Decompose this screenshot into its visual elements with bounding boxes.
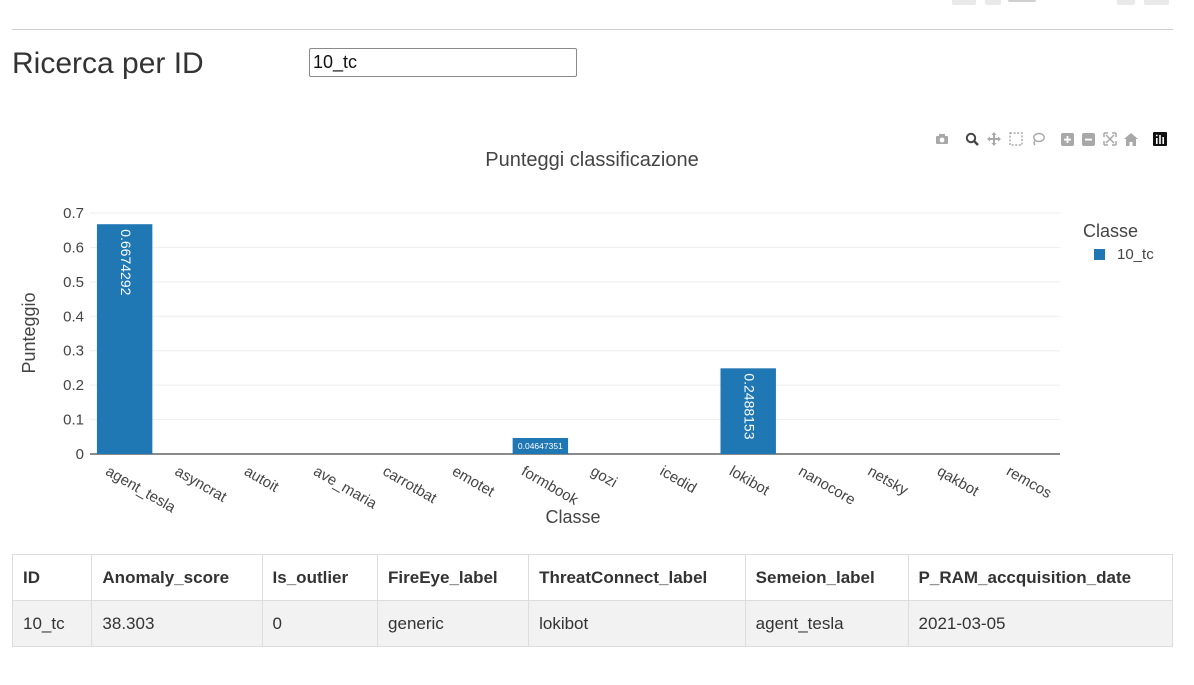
- nav-item[interactable]: [1117, 0, 1135, 5]
- column-header: ID: [11, 554, 93, 601]
- table-cell: lokibot: [528, 600, 746, 647]
- header-divider: [12, 29, 1173, 30]
- reset-axes-icon[interactable]: [1123, 131, 1139, 147]
- data-label: 0.2488153: [742, 373, 758, 439]
- search-id-input[interactable]: [309, 48, 577, 77]
- x-tick-label: gozi: [588, 463, 620, 491]
- legend-title: Classe: [1083, 221, 1138, 241]
- y-tick-label: 0.7: [63, 205, 84, 222]
- y-tick-label: 0: [76, 446, 84, 463]
- nav-item[interactable]: [952, 0, 976, 5]
- table-cell: 10_tc: [11, 600, 93, 647]
- x-tick-label: nanocore: [796, 463, 859, 509]
- page-title: Ricerca per ID: [12, 47, 204, 80]
- y-tick-label: 0.1: [63, 412, 84, 429]
- table-cell: 38.303: [91, 600, 263, 647]
- results-table: ID Anomaly_score Is_outlier FireEye_label Th…: [11, 554, 1174, 647]
- column-header: ThreatConnect_label: [528, 554, 746, 601]
- x-tick-label: ave_maria: [311, 463, 381, 513]
- nav-item[interactable]: [985, 0, 1001, 5]
- bar-lokibot: [720, 368, 776, 454]
- bar-chart: 0 0.1 0.2 0.3 0.4 0.5 0.6 0.7 0.6674292 agent_tes…: [19, 149, 1154, 527]
- x-tick-label: remcos: [1003, 463, 1054, 502]
- y-tick-label: 0.6: [63, 239, 84, 256]
- column-header: Semeion_label: [744, 554, 909, 601]
- autoscale-icon[interactable]: [1102, 131, 1118, 147]
- y-tick-label: 0.2: [63, 377, 84, 394]
- chart-title: Punteggi classificazione: [485, 149, 698, 171]
- column-header: Is_outlier: [261, 554, 379, 601]
- plotly-logo-icon[interactable]: [1152, 131, 1168, 147]
- x-tick-label: autoit: [241, 463, 282, 496]
- bar-formbook: [512, 437, 569, 454]
- x-tick-label: asyncrat: [172, 463, 230, 506]
- x-tick-label: icedid: [657, 463, 699, 497]
- table-cell: generic: [377, 600, 530, 647]
- legend-swatch: [1094, 249, 1105, 260]
- y-axis-title: Punteggio: [19, 292, 39, 373]
- y-tick-label: 0.5: [63, 274, 84, 291]
- top-navbar-remnant: [0, 0, 1194, 8]
- bar-agent_tesla: [96, 224, 153, 454]
- y-tick-label: 0.4: [63, 308, 84, 325]
- table-cell: 2021-03-05: [907, 600, 1174, 647]
- x-axis-title: Classe: [545, 507, 600, 527]
- lasso-icon[interactable]: [1030, 131, 1046, 147]
- data-label: 0.04647351: [518, 441, 563, 451]
- pan-icon[interactable]: [986, 131, 1002, 147]
- x-tick-label: formbook: [518, 463, 581, 509]
- y-tick-label: 0.3: [63, 343, 84, 360]
- x-tick-label: agent_tesla: [103, 463, 179, 517]
- x-tick-label: qakbot: [934, 463, 982, 501]
- data-label: 0.6674292: [118, 229, 134, 295]
- column-header: FireEye_label: [377, 554, 530, 601]
- table-header-row: ID Anomaly_score Is_outlier FireEye_label Th…: [11, 554, 1174, 601]
- nav-item[interactable]: [1008, 0, 1036, 2]
- box-select-icon[interactable]: [1008, 131, 1024, 147]
- table-cell: agent_tesla: [744, 600, 909, 647]
- table-row: 10_tc 38.303 0 generic lokibot agent_tesla 202…: [11, 600, 1174, 647]
- column-header: Anomaly_score: [91, 554, 263, 601]
- zoom-icon[interactable]: [964, 131, 980, 147]
- x-tick-label: netsky: [865, 463, 911, 500]
- camera-icon[interactable]: [934, 131, 950, 147]
- zoom-out-icon[interactable]: [1080, 131, 1096, 147]
- x-tick-label: emotet: [449, 463, 498, 501]
- x-tick-label: carrotbat: [380, 463, 440, 508]
- column-header: P_RAM_accquisition_date: [907, 554, 1174, 601]
- legend-item: 10_tc: [1117, 246, 1154, 263]
- chart-modebar: [934, 131, 1174, 149]
- table-cell: 0: [261, 600, 379, 647]
- x-tick-label: lokibot: [726, 463, 773, 500]
- zoom-in-icon[interactable]: [1059, 131, 1075, 147]
- nav-item[interactable]: [1144, 0, 1169, 5]
